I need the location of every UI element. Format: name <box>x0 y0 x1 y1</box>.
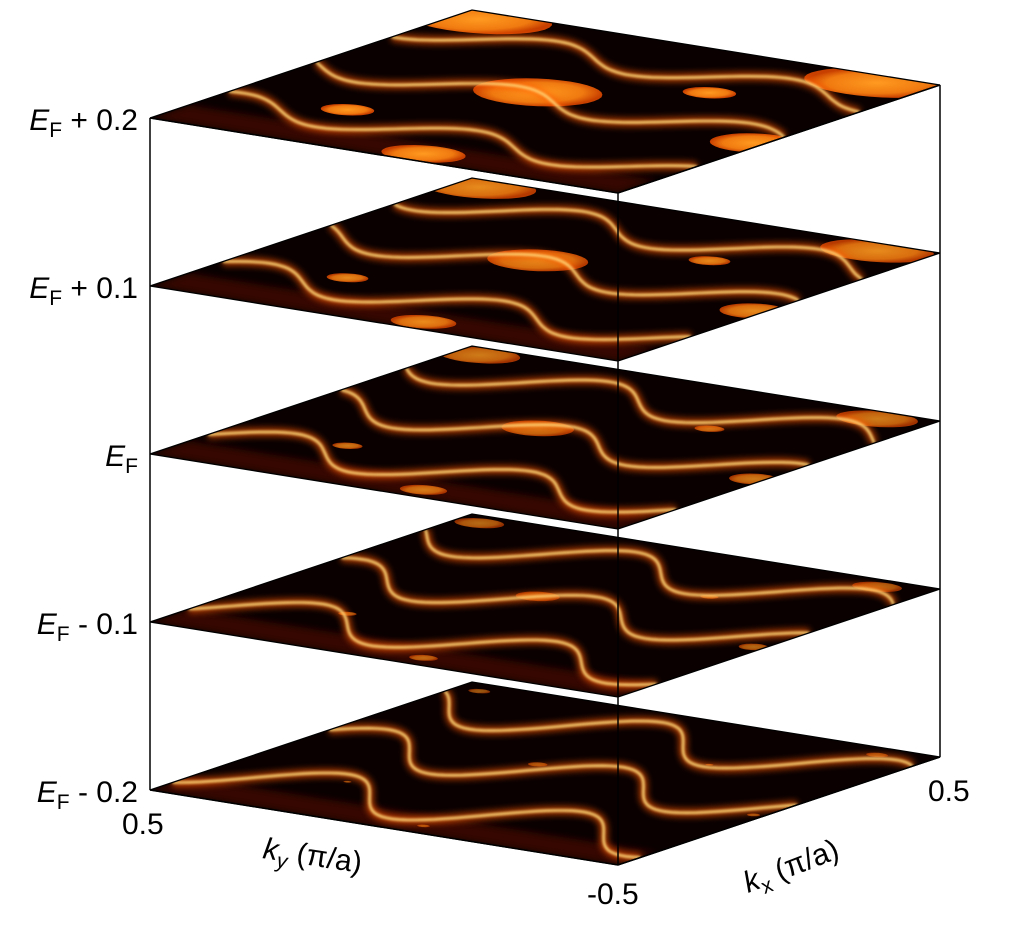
ky-max-tick-label: -0.5 <box>587 878 639 911</box>
band-contour <box>315 61 786 139</box>
ky-title-sub: y <box>273 849 290 874</box>
energy-tick-label: EF - 0.2 <box>37 776 138 814</box>
energy-tick-label: EF <box>105 440 138 478</box>
kx-title-unit: (π/a) <box>762 833 843 890</box>
frame-edge <box>149 756 941 866</box>
frame-edge <box>149 84 941 194</box>
band-contour <box>341 556 810 642</box>
hole-pocket <box>332 442 363 449</box>
band-contour <box>329 224 800 302</box>
hole-pocket <box>688 256 731 266</box>
kx-max-tick-label: 0.5 <box>928 775 970 808</box>
hole-pocket <box>409 654 438 661</box>
hole-pocket <box>682 87 737 99</box>
energy-layers <box>149 9 941 866</box>
band-contour <box>443 690 914 770</box>
hole-pocket <box>399 484 448 495</box>
band-contour <box>172 771 641 859</box>
hole-pocket <box>326 273 369 283</box>
band-contour <box>393 202 863 281</box>
energy-tick-labels: EF - 0.2 EF - 0.1 EF EF + 0.1 EF + 0.2 <box>29 104 138 814</box>
band-contour <box>405 367 876 444</box>
band-contour <box>228 90 698 169</box>
band-contour <box>391 35 860 114</box>
hole-pocket <box>468 688 491 694</box>
energy-layer <box>149 345 941 530</box>
axis-frame <box>149 84 941 866</box>
energy-layer <box>149 177 941 362</box>
hole-pocket <box>747 813 761 817</box>
ky-axis-title: ky (π/a) <box>260 832 364 884</box>
band-contour <box>222 260 691 341</box>
band-contour <box>340 388 810 469</box>
energy-tick-label: EF - 0.1 <box>37 608 138 646</box>
hole-pocket <box>694 425 725 432</box>
band-contour <box>188 601 657 687</box>
ky-axis: 0.5 -0.5 ky (π/a) <box>122 808 639 911</box>
hole-pocket <box>390 315 457 329</box>
band-contour <box>207 430 677 514</box>
hole-pocket <box>417 824 430 828</box>
energy-layer <box>149 513 941 698</box>
ky-min-tick-label: 0.5 <box>122 808 164 841</box>
ky-title-unit: (π/a) <box>286 836 364 880</box>
kx-axis-title: kx (π/a) <box>739 833 846 904</box>
band-contour <box>424 529 895 606</box>
band-contour <box>329 726 798 815</box>
hole-pocket <box>343 780 352 783</box>
hole-pocket <box>454 518 505 529</box>
energy-layer <box>149 681 941 866</box>
energy-tick-label: EF + 0.2 <box>29 104 138 142</box>
energy-layer <box>149 9 941 194</box>
energy-tick-label: EF + 0.1 <box>29 272 138 310</box>
hole-pocket <box>320 104 375 116</box>
